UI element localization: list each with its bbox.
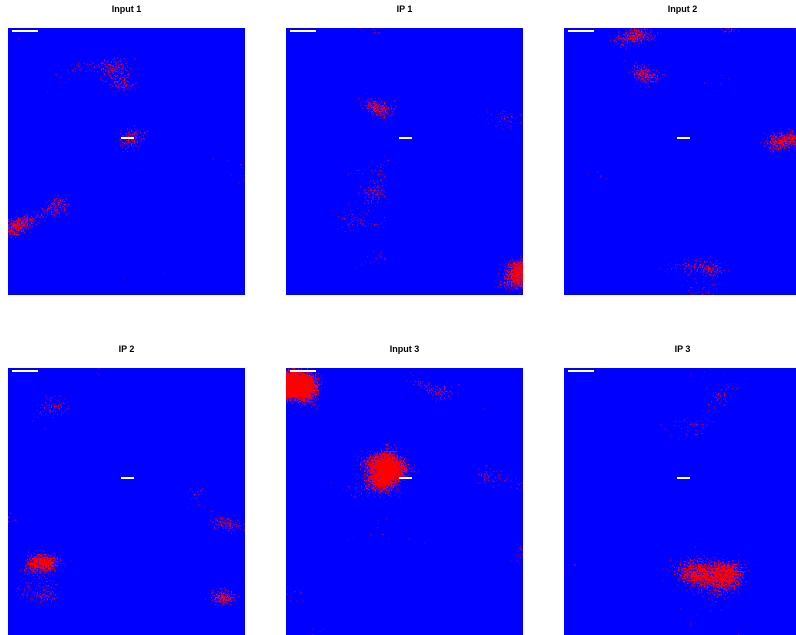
heatmap-image xyxy=(564,28,796,295)
figure: Input 1 IP 1 Input 2 IP 2 Input 3 IP 3 xyxy=(0,0,796,635)
panel-title: Input 1 xyxy=(112,4,142,14)
heatmap-image xyxy=(286,368,523,635)
panel-title: Input 3 xyxy=(390,344,420,354)
panel-title: IP 2 xyxy=(119,344,135,354)
heatmap-image xyxy=(8,28,245,295)
heatmap-image xyxy=(286,28,523,295)
heatmap-image xyxy=(8,368,245,635)
heatmap-image xyxy=(564,368,796,635)
panel-title: Input 2 xyxy=(668,4,698,14)
panel-title: IP 3 xyxy=(675,344,691,354)
page: Input 1IP 1Input 2IP 2Input 3IP 3 (() =>… xyxy=(0,0,796,635)
panel-title: IP 1 xyxy=(397,4,413,14)
